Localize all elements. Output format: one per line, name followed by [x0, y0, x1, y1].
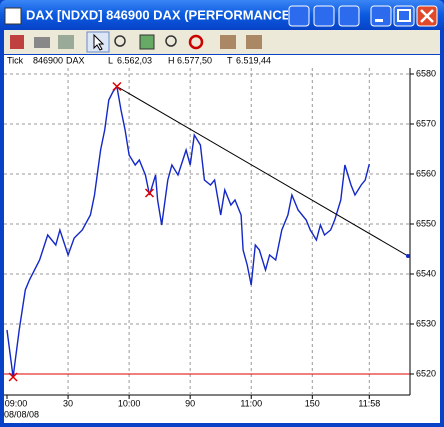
x-tick-label: 10:00: [118, 398, 141, 408]
tool-icon[interactable]: [188, 34, 204, 50]
y-tick-label: 6530: [416, 318, 436, 328]
pointer-icon: [93, 33, 105, 51]
tool-button[interactable]: [313, 5, 335, 27]
y-tick-label: 6580: [416, 68, 436, 78]
price-line: [6, 84, 370, 378]
y-tick-label: 6540: [416, 268, 436, 278]
tool-icon[interactable]: [220, 35, 236, 49]
window-title: DAX [NDXD] 846900 DAX (PERFORMANCE: [26, 7, 291, 22]
x-tick-label: 09:00: [5, 398, 28, 408]
x-tick-label: 30: [63, 398, 73, 408]
tool-button[interactable]: [338, 5, 360, 27]
y-tick-label: 6570: [416, 118, 436, 128]
info-value: 6.519,44: [236, 55, 271, 65]
minimize-icon: [375, 19, 383, 22]
app-icon: [4, 7, 22, 25]
info-name: DAX: [66, 55, 85, 65]
date-label: 08/08/08: [4, 409, 39, 419]
tool-button[interactable]: [288, 5, 310, 27]
y-tick-label: 6520: [416, 368, 436, 378]
maximize-icon: [397, 9, 411, 22]
point-marker: [144, 188, 155, 198]
tool-icon[interactable]: [114, 35, 126, 47]
tool-icon[interactable]: [58, 35, 74, 49]
point-marker: [8, 372, 18, 382]
info-value: 6.562,03: [117, 55, 152, 65]
close-icon: [420, 9, 434, 23]
x-tick-label: 150: [305, 398, 320, 408]
info-label: L: [108, 55, 113, 65]
chart-area: [4, 55, 440, 423]
y-tick-label: 6550: [416, 218, 436, 228]
title-buttons: [288, 5, 438, 27]
tool-icon[interactable]: [165, 35, 177, 47]
toolbar-icons: [10, 31, 262, 53]
trend-end: [405, 254, 410, 258]
info-label: T: [227, 55, 233, 65]
info-mode: Tick: [7, 55, 24, 65]
x-tick-label: 11:58: [358, 398, 380, 408]
y-tick-label: 6560: [416, 168, 436, 178]
tool-icon[interactable]: [34, 37, 50, 48]
point-marker: [112, 81, 122, 92]
tool-icon[interactable]: [246, 35, 262, 49]
tool-icon[interactable]: [139, 34, 155, 50]
trend-line: [116, 86, 409, 257]
info-value: 6.577,50: [177, 55, 212, 65]
info-bar: Tick 846900 DAX L 6.562,03 H 6.577,50 T …: [7, 55, 271, 65]
tool-icon[interactable]: [10, 35, 24, 49]
info-code: 846900: [33, 55, 63, 65]
info-label: H: [168, 55, 175, 65]
plot: 6520 6530 6540 6550 6560 6570 6580 09:00 30 10:00…: [4, 68, 436, 408]
x-tick-label: 11:00: [240, 398, 262, 408]
x-tick-label: 90: [185, 398, 195, 408]
minimize-button[interactable]: [370, 5, 392, 27]
